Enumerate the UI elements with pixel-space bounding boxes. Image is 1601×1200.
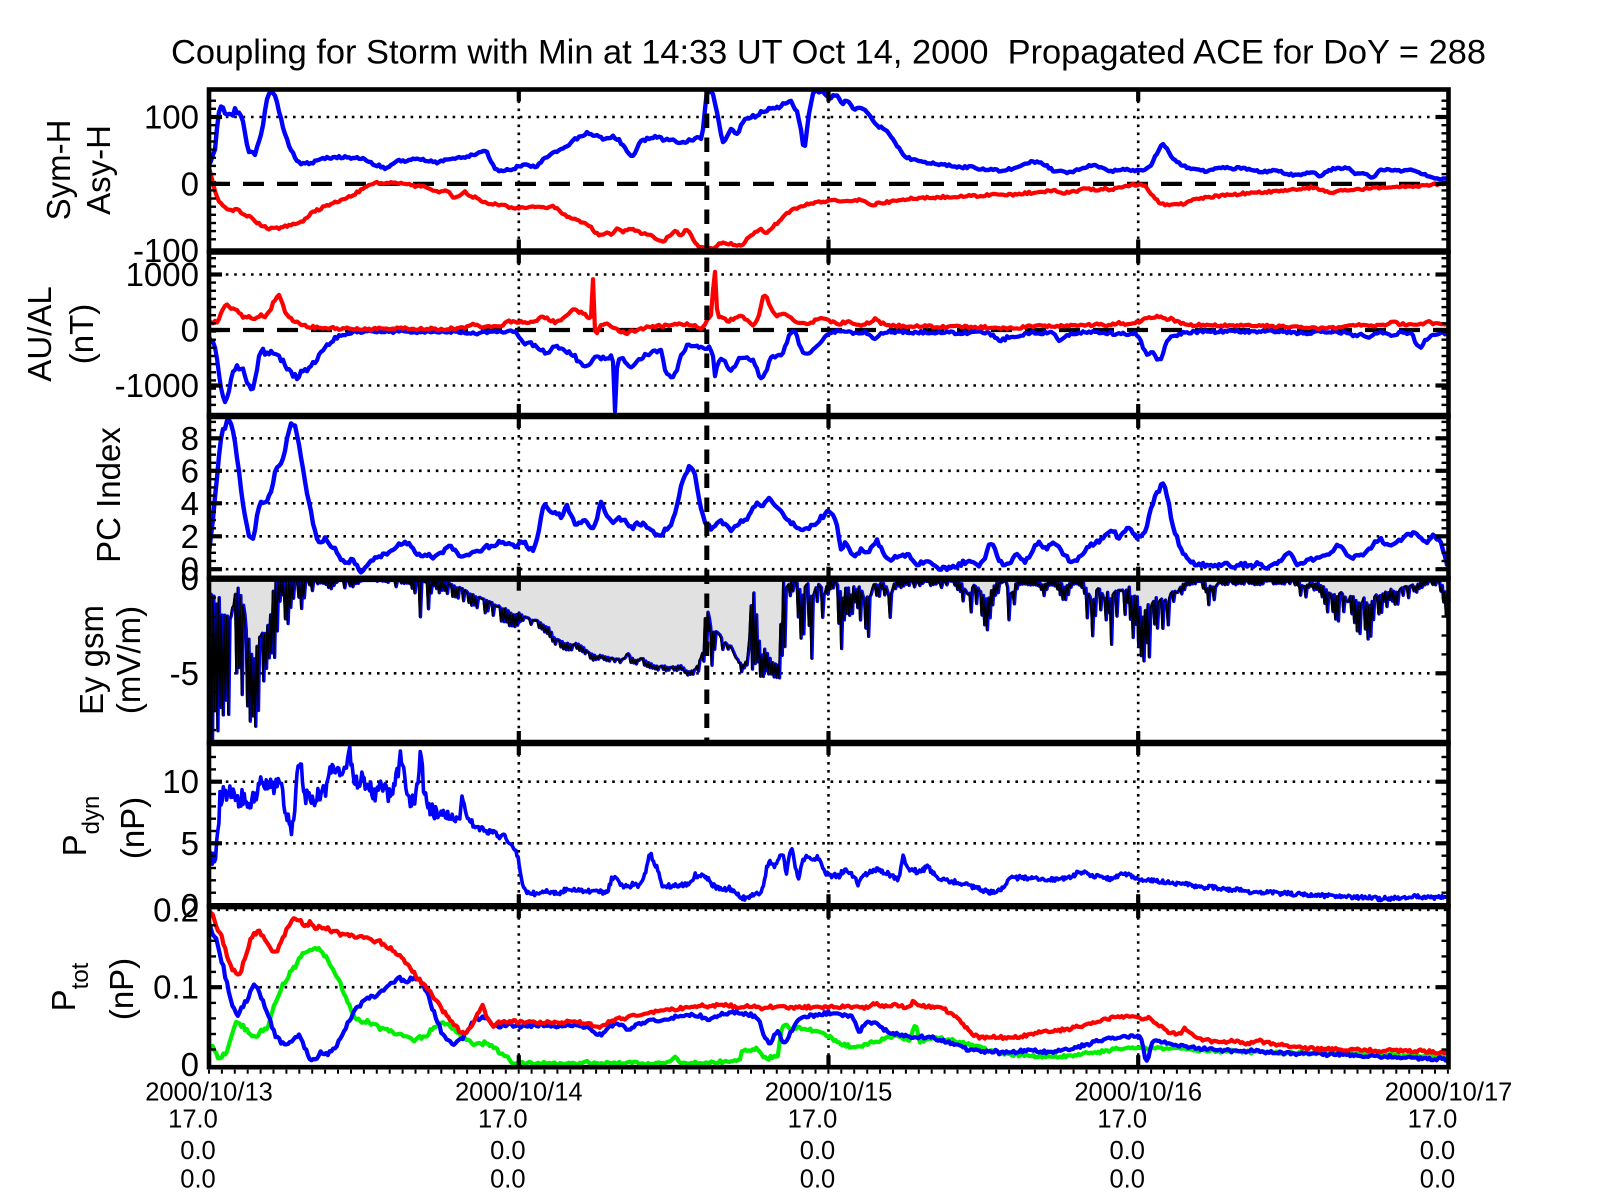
svg-text:0.0: 0.0 <box>1420 1166 1455 1194</box>
svg-text:(nP): (nP) <box>114 797 151 859</box>
svg-text:2000/10/13: 2000/10/13 <box>145 1079 273 1107</box>
svg-text:17.0: 17.0 <box>478 1106 528 1134</box>
svg-text:0.0: 0.0 <box>1109 1166 1144 1194</box>
svg-text:0.0: 0.0 <box>800 1137 835 1165</box>
svg-text:17.0: 17.0 <box>1097 1106 1147 1134</box>
svg-text:PC Index: PC Index <box>90 427 127 563</box>
svg-text:(nP): (nP) <box>103 958 140 1020</box>
svg-text:6: 6 <box>181 452 199 489</box>
svg-text:AU/AL: AU/AL <box>21 286 58 381</box>
svg-text:0.0: 0.0 <box>180 1137 215 1165</box>
svg-text:2: 2 <box>181 518 199 555</box>
svg-text:2000/10/16: 2000/10/16 <box>1074 1079 1202 1107</box>
svg-text:0: 0 <box>181 887 199 924</box>
svg-text:2000/10/14: 2000/10/14 <box>455 1079 583 1107</box>
svg-text:-100: -100 <box>133 232 199 269</box>
svg-text:0: 0 <box>181 165 199 202</box>
svg-text:(nT): (nT) <box>63 304 100 365</box>
svg-text:(mV/m): (mV/m) <box>110 606 147 714</box>
svg-text:0.0: 0.0 <box>800 1166 835 1194</box>
svg-text:0.0: 0.0 <box>1109 1137 1144 1165</box>
svg-text:1000: 1000 <box>126 256 199 293</box>
svg-text:0.0: 0.0 <box>1420 1137 1455 1165</box>
svg-text:Sym-H: Sym-H <box>40 120 77 221</box>
svg-text:0: 0 <box>181 1046 199 1083</box>
svg-text:0.1: 0.1 <box>153 969 199 1006</box>
svg-text:Ey gsm: Ey gsm <box>73 605 110 715</box>
svg-text:Coupling for Storm with Min at: Coupling for Storm with Min at 14:33 UT … <box>171 34 1486 72</box>
svg-text:100: 100 <box>144 99 199 136</box>
svg-text:8: 8 <box>181 420 199 457</box>
svg-text:-5: -5 <box>170 655 199 692</box>
svg-text:5: 5 <box>181 825 199 862</box>
svg-text:2000/10/15: 2000/10/15 <box>765 1079 893 1107</box>
svg-text:10: 10 <box>162 763 199 800</box>
svg-text:0.0: 0.0 <box>180 1166 215 1194</box>
svg-text:Asy-H: Asy-H <box>80 125 117 215</box>
svg-text:17.0: 17.0 <box>1408 1106 1458 1134</box>
svg-text:0: 0 <box>181 560 199 597</box>
svg-text:-1000: -1000 <box>115 367 199 404</box>
svg-text:0.2: 0.2 <box>153 891 199 928</box>
svg-text:0.0: 0.0 <box>490 1137 525 1165</box>
svg-text:0: 0 <box>181 551 199 588</box>
svg-text:17.0: 17.0 <box>788 1106 838 1134</box>
svg-text:4: 4 <box>181 485 199 522</box>
svg-text:17.0: 17.0 <box>168 1106 218 1134</box>
svg-text:2000/10/17: 2000/10/17 <box>1385 1079 1513 1107</box>
svg-text:0: 0 <box>181 312 199 349</box>
svg-text:0.0: 0.0 <box>490 1166 525 1194</box>
